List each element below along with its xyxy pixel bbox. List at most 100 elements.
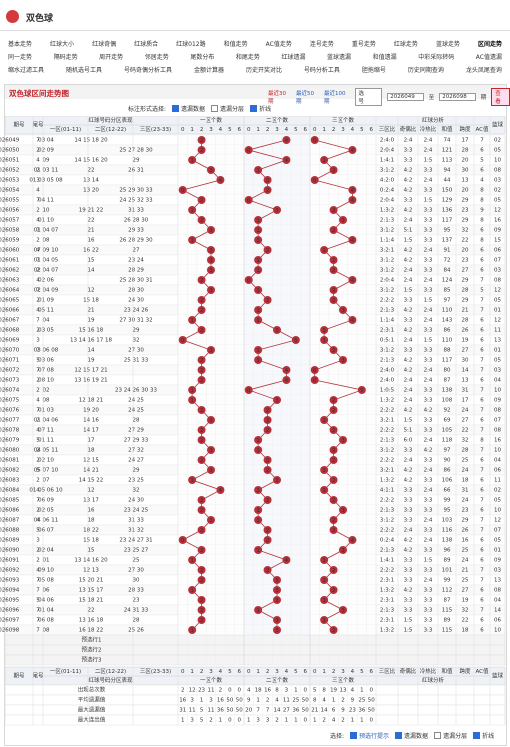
cell: 96: [444, 548, 451, 554]
zone-bg: [178, 405, 244, 415]
nav-link[interactable]: 连号走势: [309, 41, 334, 48]
from-input[interactable]: 2026049: [387, 93, 424, 101]
checkbox-label[interactable]: 折线: [482, 733, 495, 740]
checkbox[interactable]: [434, 732, 442, 739]
cell: 2:4: [424, 308, 433, 314]
cell: 2:2:2: [380, 408, 394, 414]
checkbox[interactable]: [350, 732, 358, 739]
period-link[interactable]: 最近50期: [296, 91, 314, 105]
cell: 18: [462, 478, 469, 484]
checkbox-label[interactable]: 预选行提示: [359, 733, 390, 740]
count-label: 2: [332, 428, 336, 434]
checkbox[interactable]: [250, 105, 258, 112]
checkbox-label[interactable]: 遗漏分层: [220, 106, 245, 113]
count-label: 3: [209, 168, 213, 174]
zone-bg: [244, 375, 310, 385]
submit-button[interactable]: 查看: [491, 88, 510, 106]
nav-link[interactable]: 和值遗漏: [372, 54, 397, 61]
count-ball: [348, 146, 357, 154]
nav-link[interactable]: 号码分析工具: [303, 67, 340, 74]
cell: 15: [88, 258, 95, 264]
nav-link[interactable]: 蓝球遗漏: [327, 54, 352, 61]
count-label: 2: [332, 588, 336, 594]
count-label: 1: [322, 598, 326, 604]
cell: 6: [480, 398, 484, 404]
select[interactable]: 选号: [355, 88, 383, 106]
count-ball: [348, 536, 357, 544]
nav-link[interactable]: 红球012路: [176, 41, 206, 48]
cell: 2026097: [0, 618, 20, 624]
stats-value: 3: [256, 718, 260, 724]
nav-link[interactable]: 金额计算器: [193, 67, 224, 74]
nav-link[interactable]: 缩水过滤工具: [8, 67, 45, 74]
cell: 116: [442, 528, 453, 534]
checkbox-label[interactable]: 遗漏数据: [181, 106, 206, 113]
checkbox[interactable]: [211, 105, 219, 112]
blue-ball: 07: [494, 418, 501, 424]
cell: 01 03 11: [34, 168, 59, 174]
checkbox[interactable]: [172, 105, 180, 112]
count-label: 3: [209, 448, 213, 454]
cell: 15 18: [83, 298, 99, 304]
count-label: 2: [200, 278, 204, 284]
nav-link[interactable]: 红球大小: [50, 41, 75, 48]
nav-link[interactable]: AC值遗漏: [475, 54, 502, 61]
blue-ball: 05: [494, 148, 501, 154]
stats-value: 50: [302, 708, 309, 714]
cell: 2:4: [404, 378, 413, 384]
cell: 4:1:1: [380, 488, 394, 494]
blue-ball: 05: [494, 198, 501, 204]
checkbox[interactable]: [395, 732, 403, 739]
nav-link[interactable]: 历史开奖对比: [245, 67, 282, 74]
count-label: 2: [200, 138, 204, 144]
cell: 08: [43, 238, 50, 244]
checkbox-label[interactable]: 遗漏数据: [404, 733, 429, 740]
nav-link[interactable]: 龙头凤尾查询: [465, 67, 502, 74]
header-cell: 三区(23-33): [140, 668, 171, 675]
nav-link[interactable]: 红球遗漏: [281, 54, 306, 61]
nav-link[interactable]: 中彩采际转码: [418, 54, 455, 61]
nav-link[interactable]: 号码奇偶分析工具: [123, 67, 172, 74]
to-input[interactable]: 2026098: [439, 93, 476, 101]
nav-link[interactable]: 和值走势: [223, 41, 248, 48]
nav-link[interactable]: 蓝球走势: [435, 41, 460, 48]
nav-link[interactable]: 隔码走势: [53, 54, 78, 61]
cell: 29: [462, 298, 469, 304]
cell: 2026069: [0, 338, 20, 344]
count-label: 4: [285, 158, 289, 164]
period-link[interactable]: 最近30期: [268, 91, 286, 105]
nav-link[interactable]: 邻居走势: [144, 54, 169, 61]
stats-value: 2: [275, 718, 279, 724]
zone-bg: [244, 225, 310, 235]
count-label: 2: [332, 518, 336, 524]
count-ball: [188, 156, 197, 164]
count-ball: [329, 526, 338, 534]
cell: 25 31 33: [124, 358, 149, 364]
nav-link[interactable]: 周开走势: [99, 54, 124, 61]
nav-link[interactable]: 同一走势: [8, 54, 33, 61]
period-link[interactable]: 最近100期: [324, 91, 346, 105]
header-cell: 奇偶比: [400, 125, 417, 133]
nav-link[interactable]: 红球奇偶: [92, 41, 117, 48]
nav-link[interactable]: 红球走势: [393, 41, 418, 48]
checkbox-label[interactable]: 遗漏分层: [443, 733, 468, 740]
count-ball: [197, 596, 206, 604]
nav-link[interactable]: 区间走势: [477, 41, 502, 48]
count-label: 2: [200, 508, 204, 514]
nav-link[interactable]: 基本走势: [8, 41, 33, 48]
checkbox[interactable]: [473, 732, 481, 739]
nav-link[interactable]: 红球质合: [134, 41, 159, 48]
checkbox-label[interactable]: 折线: [259, 106, 272, 113]
cell: 06 08: [38, 618, 54, 624]
count-ball: [197, 456, 206, 464]
cell: 72: [444, 258, 451, 264]
nav-link[interactable]: AC值走势: [265, 41, 292, 48]
nav-link[interactable]: 随机选号工具: [65, 67, 102, 74]
nav-link[interactable]: 胆拖缩号: [361, 67, 386, 74]
cell: 4: [36, 308, 40, 314]
nav-row: 同一走势 隔码走势 周开走势 邻居走势 尾数分布 和尾走势 红球遗漏 蓝球遗漏 和值遗漏 中彩采际…: [8, 52, 502, 61]
nav-link[interactable]: 历史同期查询: [407, 67, 444, 74]
nav-link[interactable]: 和尾走势: [235, 54, 260, 61]
nav-link[interactable]: 重号走势: [351, 41, 376, 48]
nav-link[interactable]: 尾数分布: [190, 54, 215, 61]
